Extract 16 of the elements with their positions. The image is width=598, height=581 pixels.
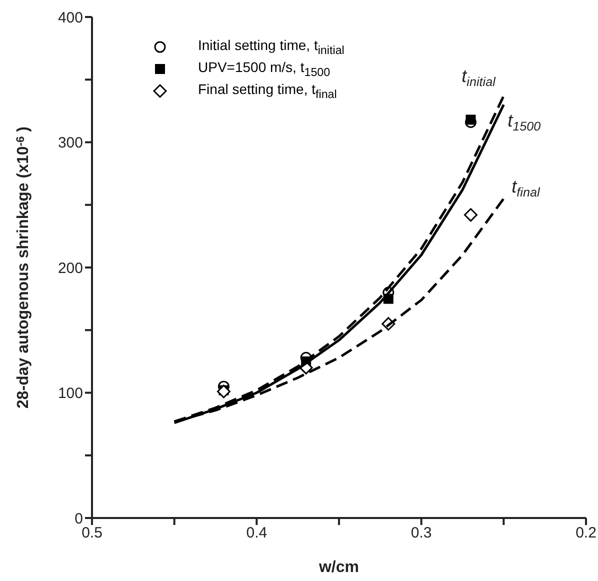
y-tick-label: 200 bbox=[58, 260, 83, 277]
annotation: t$_{1500}$ bbox=[508, 110, 541, 134]
annotation: t$_{initial}$ bbox=[462, 66, 497, 89]
legend-label: UPV=1500 m/s, t$_{1500}$ bbox=[198, 59, 330, 79]
y-tick-label: 400 bbox=[58, 9, 83, 26]
y-tick-label: 300 bbox=[58, 134, 83, 152]
legend-label: Initial setting time, t$_{initial}$ bbox=[198, 37, 344, 57]
y-tick-label: 100 bbox=[58, 385, 83, 402]
x-tick-label: 0.2 bbox=[576, 524, 596, 542]
y-tick-label: 0 bbox=[74, 510, 83, 528]
x-axis-title: w/cm bbox=[318, 559, 360, 576]
annotation: t$_{final}$ bbox=[512, 176, 541, 200]
legend-label: Final setting time, t$_{final}$ bbox=[198, 81, 337, 101]
x-tick-label: 0.4 bbox=[246, 524, 268, 542]
x-tick-label: 0.5 bbox=[82, 524, 102, 542]
x-tick-label: 0.3 bbox=[410, 524, 432, 542]
